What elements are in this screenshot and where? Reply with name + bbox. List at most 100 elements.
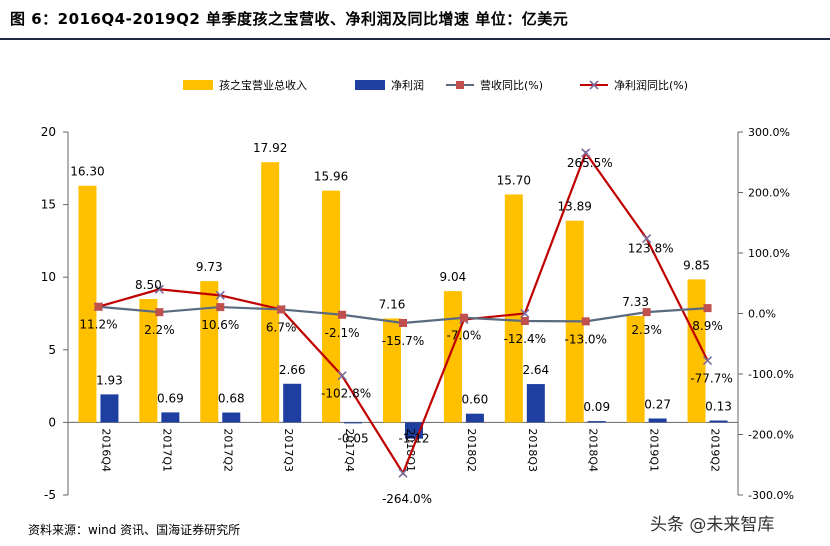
- net-profit-value-label: 1.93: [96, 373, 123, 387]
- revenue-yoy-marker: [94, 302, 103, 311]
- revenue-bar: [383, 318, 401, 423]
- revenue-bar: [139, 298, 158, 423]
- net-profit-bar: [344, 422, 363, 424]
- revenue-yoy-marker: [399, 318, 407, 327]
- net-profit-yoy-label: 123.8%: [628, 242, 674, 256]
- revenue-yoy-marker: [581, 317, 590, 326]
- net-profit-bar: [465, 413, 484, 423]
- revenue-bar: [322, 190, 341, 423]
- title-bar: 图 6：2016Q4-2019Q2 单季度孩之宝营收、净利润及同比增速 单位：亿…: [0, 0, 830, 40]
- revenue-yoy-marker: [459, 313, 468, 322]
- right-tick-label: 200.0%: [748, 187, 790, 200]
- revenue-yoy-label: 6.7%: [266, 320, 297, 334]
- net-profit-value-label: 0.27: [644, 397, 671, 411]
- net-profit-value-label: 2.66: [279, 363, 306, 377]
- category-label: 2017Q1: [160, 428, 173, 472]
- net-profit-yoy-label: -77.7%: [690, 372, 732, 386]
- net-profit-yoy-marker: [398, 468, 408, 478]
- left-tick-label: 15: [41, 198, 56, 212]
- net-profit-yoy-label: 265.5%: [567, 156, 613, 170]
- revenue-value-label: 7.33: [622, 295, 649, 309]
- revenue-yoy-label: -13.0%: [565, 332, 607, 346]
- revenue-bar: [261, 162, 280, 423]
- net-profit-value-label: 0.09: [583, 400, 610, 414]
- net-profit-value-label: 2.64: [522, 363, 549, 377]
- legend-net-profit-label: 净利润: [391, 78, 424, 92]
- net-profit-value-label: -0.05: [338, 431, 369, 445]
- net-profit-yoy-marker: [154, 284, 164, 294]
- net-profit-bar: [100, 394, 119, 423]
- net-profit-yoy-label: -264.0%: [382, 492, 432, 506]
- net-profit-yoy-marker: [581, 148, 591, 158]
- net-profit-yoy-marker: [337, 371, 347, 381]
- revenue-bar: [443, 291, 462, 423]
- net-profit-bar: [587, 421, 606, 423]
- revenue-yoy-label: -2.1%: [325, 326, 360, 340]
- right-tick-label: -200.0%: [748, 429, 794, 442]
- net-profit-bar: [222, 412, 241, 423]
- revenue-value-label: 7.16: [379, 297, 406, 311]
- revenue-yoy-label: 2.3%: [631, 323, 662, 337]
- category-label: 2018Q4: [587, 428, 600, 472]
- left-tick-label: -5: [44, 488, 56, 502]
- watermark: 头条 @未来智库: [650, 515, 775, 535]
- net-profit-value-label: 0.60: [462, 393, 489, 407]
- net-profit-yoy-line: [98, 150, 709, 476]
- legend-revenue-label: 孩之宝营业总收入: [219, 78, 307, 92]
- revenue-yoy-label: -7.0%: [446, 329, 481, 343]
- legend-net-profit-yoy-label: 净利润同比(%): [614, 78, 688, 92]
- revenue-yoy-marker: [277, 305, 286, 314]
- revenue-bar: [687, 279, 706, 423]
- net-profit-yoy-marker: [520, 308, 530, 319]
- category-label: 2017Q4: [343, 428, 356, 472]
- category-label: 2019Q2: [709, 428, 722, 472]
- revenue-bar: [626, 315, 645, 423]
- revenue-yoy-marker: [338, 310, 347, 319]
- net-profit-bar: [648, 418, 667, 423]
- revenue-bar: [504, 194, 523, 423]
- revenue-bar: [200, 281, 219, 423]
- left-tick-label: 10: [41, 270, 56, 284]
- revenue-yoy-label: 11.2%: [79, 318, 117, 332]
- revenue-value-label: 17.92: [253, 141, 287, 155]
- net-profit-yoy-marker: [702, 355, 713, 366]
- category-label: 2018Q3: [526, 428, 539, 472]
- revenue-yoy-marker: [520, 317, 529, 326]
- revenue-value-label: 13.89: [558, 200, 592, 214]
- revenue-yoy-label: 8.9%: [692, 319, 723, 333]
- legend-net-profit-swatch: [355, 80, 385, 90]
- net-profit-bar: [161, 412, 180, 423]
- legend-revenue-yoy-label: 营收同比(%): [480, 78, 543, 92]
- revenue-yoy-label: -12.4%: [504, 332, 546, 346]
- right-tick-label: 100.0%: [748, 247, 790, 260]
- source-note: 资料来源：wind 资讯、国海证券研究所: [28, 523, 241, 537]
- revenue-yoy-label: -15.7%: [382, 334, 424, 348]
- net-profit-bar: [283, 383, 302, 423]
- revenue-value-label: 9.73: [196, 260, 223, 274]
- revenue-bar: [78, 185, 97, 423]
- net-profit-value-label: -1.12: [398, 431, 429, 445]
- revenue-value-label: 9.85: [683, 258, 710, 272]
- revenue-yoy-label: 2.2%: [144, 323, 175, 337]
- left-tick-label: 5: [48, 343, 56, 357]
- net-profit-yoy-label: -102.8%: [321, 387, 371, 401]
- revenue-value-label: 8.50: [135, 278, 162, 292]
- net-profit-bar: [709, 420, 728, 423]
- category-label: 2016Q4: [99, 428, 112, 472]
- right-tick-label: -300.0%: [748, 489, 794, 502]
- revenue-yoy-label: 10.6%: [201, 318, 239, 332]
- revenue-yoy-marker: [155, 308, 164, 317]
- revenue-value-label: 15.70: [497, 173, 531, 187]
- revenue-value-label: 9.04: [440, 270, 467, 284]
- legend-revenue-yoy-marker: [456, 81, 464, 89]
- net-profit-yoy-marker: [642, 234, 652, 244]
- revenue-yoy-marker: [216, 303, 225, 312]
- net-profit-value-label: 0.68: [218, 392, 245, 406]
- right-tick-label: 300.0%: [748, 126, 790, 139]
- net-profit-yoy-marker: [215, 290, 225, 300]
- net-profit-bar: [526, 384, 545, 423]
- right-tick-label: 0.0%: [748, 308, 776, 321]
- chart-title: 图 6：2016Q4-2019Q2 单季度孩之宝营收、净利润及同比增速 单位：亿…: [10, 10, 569, 28]
- revenue-yoy-marker: [703, 304, 712, 313]
